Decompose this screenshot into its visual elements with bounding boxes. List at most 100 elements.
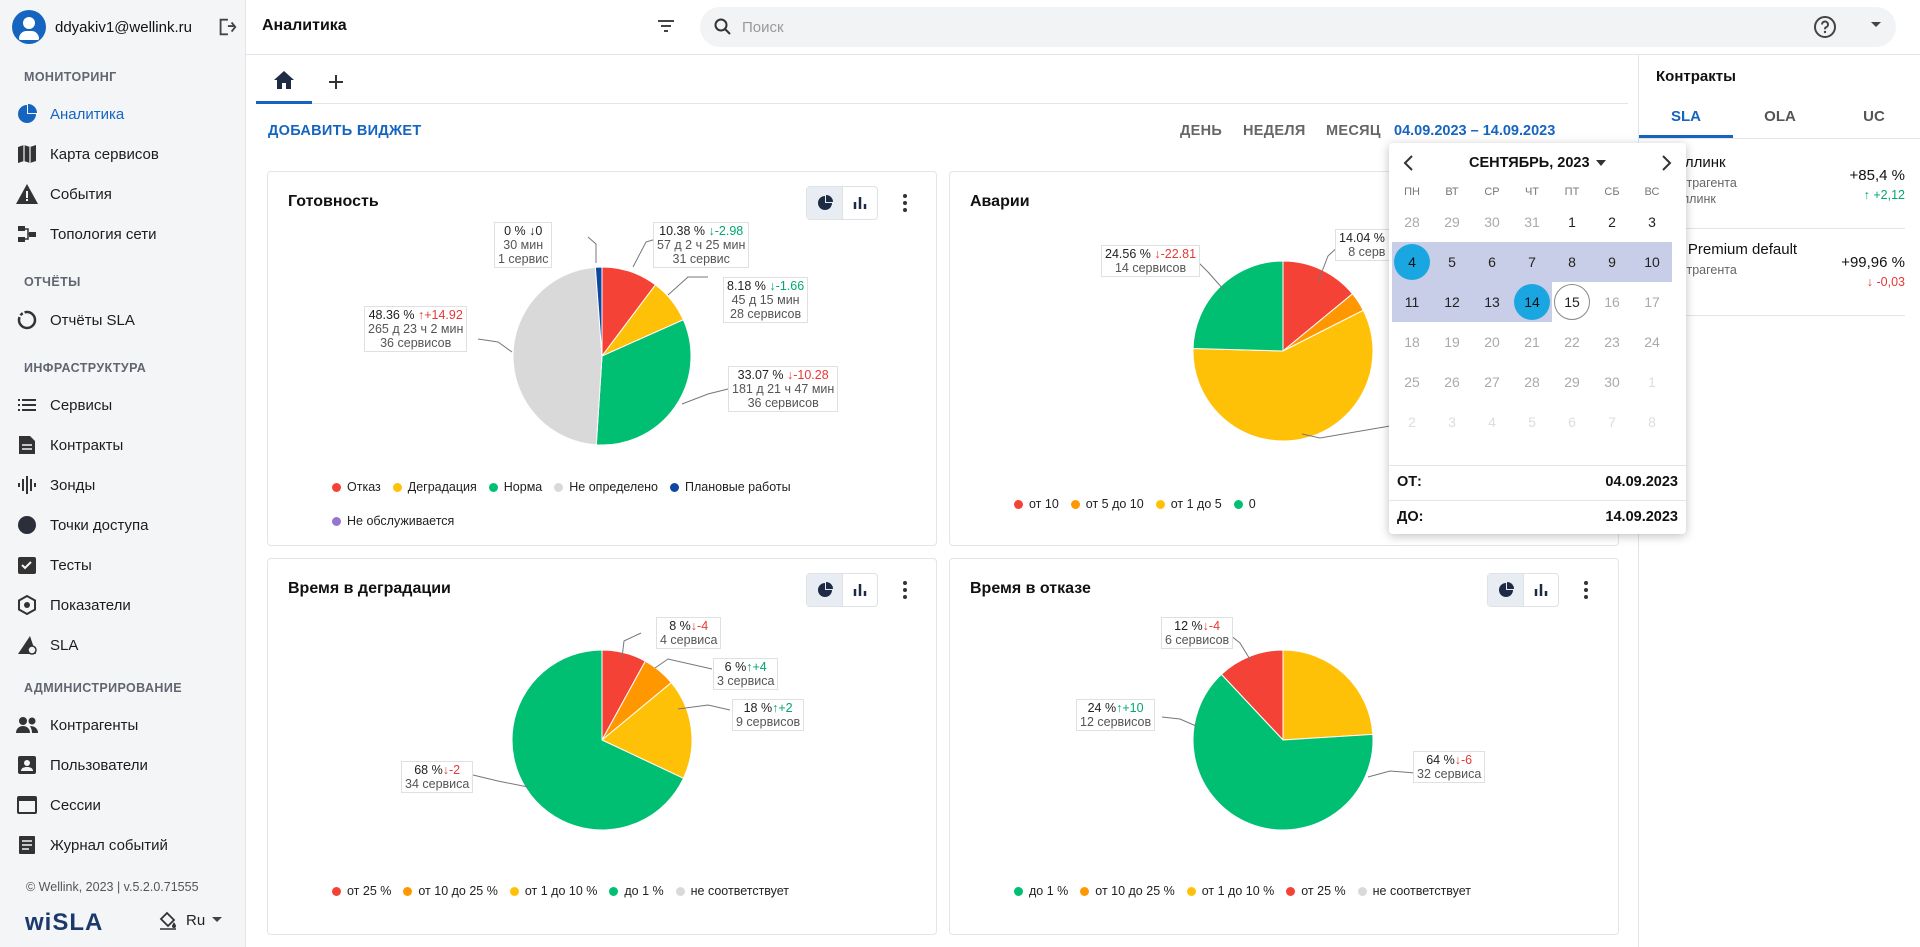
calendar-day[interactable]: 27 [1472,362,1512,402]
calendar-day[interactable]: 4 [1472,402,1512,442]
tab-sla[interactable]: SLA [1639,97,1733,138]
legend-item[interactable]: Не определено [554,477,658,497]
calendar-day[interactable]: 7 [1512,242,1552,282]
legend-item[interactable]: от 1 до 5 [1155,494,1222,514]
language-selector[interactable]: Ru [158,910,223,930]
calendar-day[interactable]: 17 [1632,282,1672,322]
pie-slice-от-25-%[interactable] [1220,649,1284,742]
chevron-right-icon[interactable] [1656,153,1676,173]
pie-slice-Плановые-работы[interactable] [594,266,603,357]
legend-item[interactable]: Плановые работы [670,477,791,497]
calendar-day[interactable]: 28 [1392,202,1432,242]
legend-item[interactable]: от 1 до 10 % [509,881,597,901]
pie-slice-Не-определено[interactable] [512,266,603,446]
calendar-day[interactable]: 12 [1432,282,1472,322]
sidebar-item-service-map[interactable]: Карта сервисов [16,139,236,169]
pie-view-button[interactable] [1488,574,1523,606]
calendar-day[interactable]: 1 [1632,362,1672,402]
legend-item[interactable]: Отказ [332,477,381,497]
calendar-day[interactable]: 19 [1432,322,1472,362]
more-menu-button[interactable] [895,579,915,601]
period-day-button[interactable]: ДЕНЬ [1180,123,1223,139]
calendar-month-selector[interactable]: СЕНТЯБРЬ, 2023 [1469,155,1606,171]
calendar-day[interactable]: 15 [1552,282,1592,322]
period-week-button[interactable]: НЕДЕЛЯ [1243,123,1306,139]
bar-view-button[interactable] [842,574,877,606]
calendar-day[interactable]: 8 [1632,402,1672,442]
calendar-day[interactable]: 4 [1392,242,1432,282]
legend-item[interactable]: Норма [488,477,542,497]
sidebar-item-probes[interactable]: Зонды [16,470,236,500]
calendar-day[interactable]: 20 [1472,322,1512,362]
date-range-button[interactable]: 04.09.2023 – 14.09.2023 [1394,123,1556,139]
legend-item[interactable]: не соответствует [675,881,789,901]
sidebar-item-tests[interactable]: Тесты [16,550,236,580]
chevron-down-icon[interactable] [1870,21,1882,29]
calendar-day[interactable]: 2 [1392,402,1432,442]
calendar-day[interactable]: 31 [1512,202,1552,242]
sidebar-item-analytics[interactable]: Аналитика [16,99,236,129]
calendar-day[interactable]: 16 [1592,282,1632,322]
pie-slice-до-1-%[interactable] [511,649,685,831]
period-month-button[interactable]: МЕСЯЦ [1326,123,1381,139]
calendar-day[interactable]: 9 [1592,242,1632,282]
legend-item[interactable]: не соответствует [1357,881,1471,901]
calendar-day[interactable]: 22 [1552,322,1592,362]
pie-slice-от-1-до-10-%[interactable] [601,681,693,779]
avatar[interactable] [12,10,46,44]
calendar-day[interactable]: 6 [1552,402,1592,442]
filter-icon[interactable] [656,16,676,36]
sidebar-item-events[interactable]: События [16,179,236,209]
legend-item[interactable]: до 1 % [609,881,664,901]
calendar-day[interactable]: 24 [1632,322,1672,362]
calendar-day[interactable]: 5 [1432,242,1472,282]
legend-item[interactable]: от 5 до 10 [1070,494,1144,514]
calendar-day[interactable]: 1 [1552,202,1592,242]
calendar-day[interactable]: 29 [1552,362,1592,402]
calendar-day[interactable]: 23 [1592,322,1632,362]
pie-slice-до-1-%[interactable] [1192,673,1374,831]
legend-item[interactable]: 0 [1233,494,1256,514]
calendar-day[interactable]: 30 [1472,202,1512,242]
calendar-day[interactable]: 14 [1512,282,1552,322]
tab-uc[interactable]: UC [1863,108,1885,125]
add-widget-button[interactable]: ДОБАВИТЬ ВИДЖЕТ [268,123,422,139]
sidebar-item-counterparties[interactable]: Контрагенты [16,710,236,740]
bar-view-button[interactable] [1523,574,1558,606]
pie-slice-от-10[interactable] [1282,260,1354,353]
calendar-day[interactable]: 13 [1472,282,1512,322]
pie-slice-0[interactable] [1192,260,1284,352]
sidebar-item-sessions[interactable]: Сессии [16,790,236,820]
pie-slice-Норма[interactable] [595,319,692,446]
calendar-day[interactable]: 3 [1632,202,1672,242]
calendar-day[interactable]: 25 [1392,362,1432,402]
sidebar-item-sla[interactable]: SLA [16,630,236,660]
legend-item[interactable]: от 10 до 25 % [403,881,498,901]
tab-ola[interactable]: OLA [1764,108,1796,125]
calendar-day[interactable]: 11 [1392,282,1432,322]
more-menu-button[interactable] [1576,579,1596,601]
to-value[interactable]: 14.09.2023 [1605,509,1678,525]
calendar-day[interactable]: 6 [1472,242,1512,282]
legend-item[interactable]: от 10 до 25 % [1080,881,1175,901]
calendar-day[interactable]: 2 [1592,202,1632,242]
calendar-day[interactable]: 26 [1432,362,1472,402]
sidebar-item-topology[interactable]: Топология сети [16,219,236,249]
legend-item[interactable]: от 25 % [1286,881,1346,901]
sidebar-item-access-points[interactable]: Точки доступа [16,510,236,540]
sidebar-item-users[interactable]: Пользователи [16,750,236,780]
help-icon[interactable] [1813,15,1837,39]
calendar-day[interactable]: 7 [1592,402,1632,442]
calendar-day[interactable]: 28 [1512,362,1552,402]
calendar-day[interactable]: 30 [1592,362,1632,402]
calendar-day[interactable]: 10 [1632,242,1672,282]
sidebar-item-indicators[interactable]: Показатели [16,590,236,620]
from-value[interactable]: 04.09.2023 [1605,474,1678,490]
sidebar-item-event-log[interactable]: Журнал событий [16,830,236,860]
calendar-day[interactable]: 18 [1392,322,1432,362]
bar-view-button[interactable] [842,187,877,219]
pie-slice-от-1-до-10-%[interactable] [1282,649,1374,741]
more-menu-button[interactable] [895,192,915,214]
legend-item[interactable]: от 25 % [332,881,391,901]
tab-home[interactable] [256,59,312,104]
